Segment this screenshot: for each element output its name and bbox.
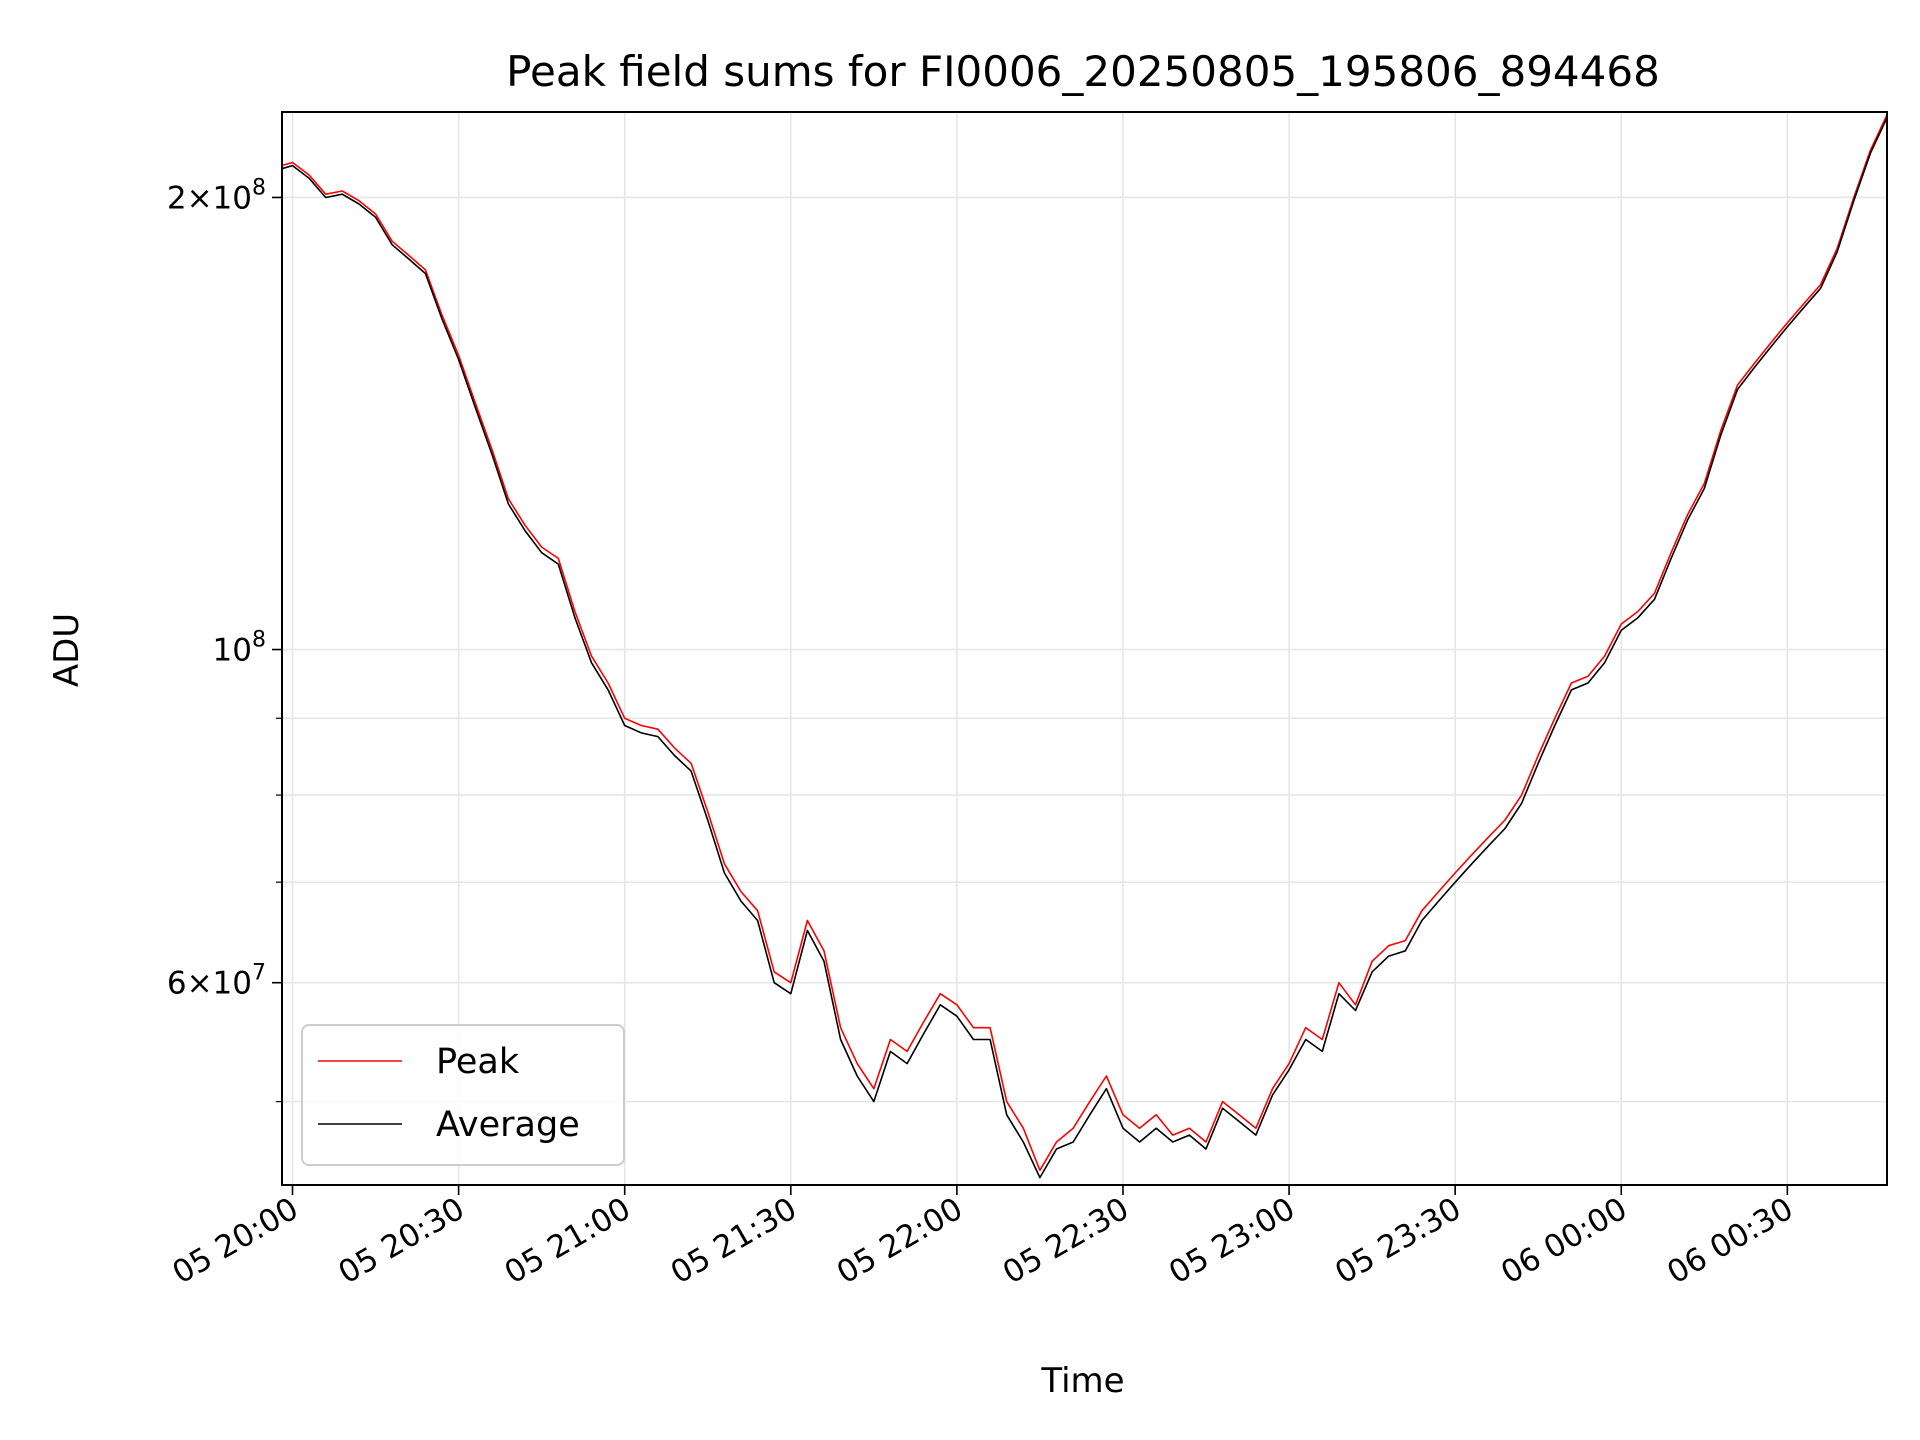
legend: Peak Average — [301, 1024, 625, 1166]
series-line-peak — [282, 114, 1887, 1172]
chart-title: Peak field sums for FI0006_20250805_1958… — [506, 47, 1660, 96]
y-axis-label: ADU — [47, 613, 87, 687]
legend-label-average: Average — [436, 1105, 580, 1145]
y-tick-label: 2×108 — [167, 175, 266, 216]
x-axis-label: Time — [1040, 1361, 1124, 1401]
axes-frame — [281, 111, 1888, 1186]
y-tick-label: 108 — [213, 628, 266, 669]
legend-box — [301, 1024, 625, 1166]
legend-label-peak: Peak — [436, 1042, 520, 1082]
y-axis: 6×107 108 2×108 — [167, 175, 282, 1103]
grid-lines — [282, 112, 1887, 1185]
series-line-average — [282, 117, 1887, 1179]
series-layer — [282, 114, 1887, 1179]
y-tick-label: 6×107 — [167, 961, 266, 1002]
plot-area — [282, 114, 1887, 1179]
